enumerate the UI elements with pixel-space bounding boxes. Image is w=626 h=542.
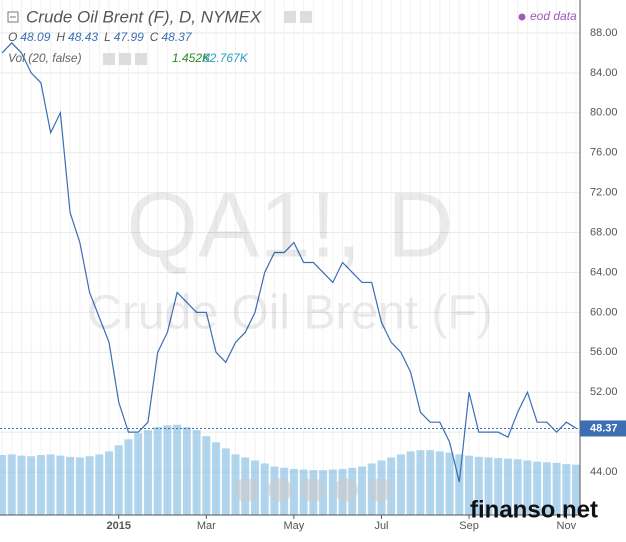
volume-bar [445,452,454,515]
volume-value: 1.452K [172,51,211,65]
y-tick-label: 44.00 [590,466,618,478]
volume-bar [406,451,415,515]
ohlc-value: 48.43 [68,30,98,44]
y-tick-label: 64.00 [590,266,618,278]
volume-bar [484,457,493,515]
volume-bar [533,461,542,515]
volume-bar [105,451,114,515]
zoom-in[interactable] [334,478,358,502]
ohlc-value: 48.37 [161,30,192,44]
volume-value: 82.767K [203,51,249,65]
scroll-right[interactable] [368,478,392,502]
volume-bar [85,456,94,515]
price-line [1,42,577,483]
volume-bar [435,451,444,515]
volume-bar [542,462,551,515]
nav-buttons [234,478,392,502]
ohlc-label: H [56,30,65,44]
y-tick-label: 80.00 [590,107,618,119]
volume-bar [562,464,571,515]
volume-bar [95,454,104,515]
volume-bar [416,450,425,515]
volume-bar [396,454,405,515]
zoom-out[interactable] [268,478,292,502]
ohlc: O 48.09 H 48.43 L 47.99 C 48.37 [8,30,193,44]
volume-bar [260,463,269,515]
x-tick-label: Jul [374,520,388,532]
settings-button[interactable] [103,53,115,65]
volume-bar [0,455,6,515]
last-value-label: 48.37 [590,422,618,434]
source-dot [518,13,526,21]
volume-bar [328,469,337,515]
brand: finanso.net [470,496,598,523]
volume-bar [494,458,503,515]
volume-bar [552,462,561,515]
volume-bar [523,460,532,515]
volume-bar [455,454,464,515]
volume-bar [163,425,172,515]
volume-bar [182,427,191,515]
volume-bar [46,454,55,515]
volume-bar [192,430,201,515]
y-tick-label: 76.00 [590,147,618,159]
volume-bar [212,442,221,515]
y-tick-label: 72.00 [590,187,618,199]
x-tick-label: Nov [557,520,577,532]
volume-bar [474,456,483,515]
settings-button[interactable] [284,11,296,23]
ohlc-label: L [104,30,111,44]
volume-bar [124,439,133,515]
last-value-box [580,420,626,437]
y-tick-label: 52.00 [590,386,618,398]
source: eod data [530,9,577,23]
volume-bar [17,455,26,515]
volume-bar [7,454,16,515]
volume-bar [134,433,143,515]
y-tick-label: 56.00 [590,346,618,358]
x-tick-label: 2015 [107,520,131,532]
volume-bar [114,445,123,515]
volume-bar [465,455,474,515]
watermark: QA1!, D [126,174,453,276]
chart-title: Crude Oil Brent (F), D, NYMEX [26,7,262,26]
volume-bar [503,458,512,515]
volume-bar [36,455,45,515]
volume-bar [143,430,152,515]
settings-button[interactable] [119,53,131,65]
x-tick-label: May [284,520,305,532]
volume-bar [202,436,211,515]
volume-bar [358,466,367,515]
settings-button[interactable] [300,11,312,23]
y-tick-label: 88.00 [590,27,618,39]
volume-bar [56,455,65,515]
y-tick-label: 68.00 [590,226,618,238]
watermark: Crude Oil Brent (F) [87,287,492,340]
scroll-left[interactable] [234,478,258,502]
volume-bar [221,448,230,515]
volume-name: Vol (20, false) [8,51,82,65]
collapse-icon[interactable] [7,11,19,23]
y-tick-label: 60.00 [590,306,618,318]
ohlc-label: C [150,30,159,44]
volume-bar [513,459,522,515]
ohlc-label: O [8,30,17,44]
volume-bar [426,450,435,515]
x-tick-label: Mar [197,520,216,532]
volume-bar [289,468,298,515]
volume-bar [173,424,182,515]
ohlc-value: 48.09 [20,30,50,44]
settings-button[interactable] [135,53,147,65]
volume-bar [153,427,162,515]
reset[interactable] [301,478,325,502]
y-tick-label: 84.00 [590,67,618,79]
volume-bar [27,456,36,515]
volume-bar [572,464,581,515]
x-tick-label: Sep [459,520,479,532]
volume-bar [66,456,75,515]
volume-bar [75,457,84,515]
ohlc-value: 47.99 [114,30,144,44]
